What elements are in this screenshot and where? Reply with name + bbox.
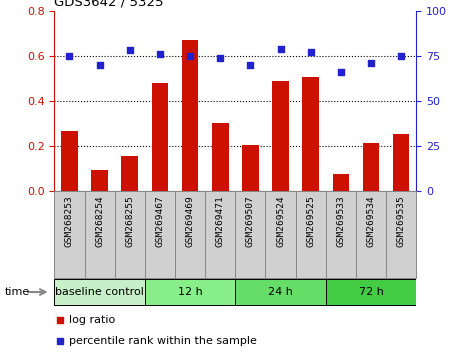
Bar bbox=[393, 133, 410, 191]
Point bbox=[56, 338, 63, 343]
Text: GSM269525: GSM269525 bbox=[306, 195, 315, 247]
Bar bbox=[363, 143, 379, 191]
Point bbox=[337, 69, 345, 75]
Text: GSM269524: GSM269524 bbox=[276, 195, 285, 247]
Bar bbox=[182, 40, 198, 191]
Text: 24 h: 24 h bbox=[268, 287, 293, 297]
Bar bbox=[61, 131, 78, 191]
Bar bbox=[212, 124, 228, 191]
Text: GSM268254: GSM268254 bbox=[95, 195, 104, 247]
Text: GDS3642 / 5325: GDS3642 / 5325 bbox=[54, 0, 164, 9]
Point bbox=[246, 62, 254, 68]
Point bbox=[277, 46, 284, 51]
FancyBboxPatch shape bbox=[386, 191, 416, 278]
Bar bbox=[302, 77, 319, 191]
Text: 72 h: 72 h bbox=[359, 287, 384, 297]
FancyBboxPatch shape bbox=[145, 279, 235, 306]
Text: GSM269533: GSM269533 bbox=[336, 195, 345, 247]
Bar bbox=[333, 174, 349, 191]
Point bbox=[397, 53, 405, 58]
Text: 12 h: 12 h bbox=[178, 287, 202, 297]
FancyBboxPatch shape bbox=[85, 191, 114, 278]
Text: GSM268255: GSM268255 bbox=[125, 195, 134, 247]
Text: percentile rank within the sample: percentile rank within the sample bbox=[69, 336, 257, 346]
FancyBboxPatch shape bbox=[54, 191, 85, 278]
Point bbox=[96, 62, 104, 68]
Point bbox=[307, 49, 315, 55]
Bar bbox=[91, 170, 108, 191]
Text: GSM269471: GSM269471 bbox=[216, 195, 225, 247]
Text: GSM269469: GSM269469 bbox=[185, 195, 194, 247]
FancyBboxPatch shape bbox=[326, 279, 416, 306]
Bar bbox=[152, 83, 168, 191]
FancyBboxPatch shape bbox=[114, 191, 145, 278]
Point bbox=[56, 317, 63, 322]
Text: log ratio: log ratio bbox=[69, 315, 115, 325]
FancyBboxPatch shape bbox=[296, 191, 326, 278]
FancyBboxPatch shape bbox=[54, 279, 145, 306]
Text: time: time bbox=[5, 287, 30, 297]
FancyBboxPatch shape bbox=[145, 191, 175, 278]
Point bbox=[156, 51, 164, 57]
FancyBboxPatch shape bbox=[235, 279, 326, 306]
Point bbox=[367, 60, 375, 66]
Text: GSM269467: GSM269467 bbox=[156, 195, 165, 247]
Text: GSM268253: GSM268253 bbox=[65, 195, 74, 247]
Point bbox=[186, 53, 194, 58]
Point bbox=[66, 53, 73, 58]
Bar bbox=[242, 145, 259, 191]
Point bbox=[217, 55, 224, 61]
FancyBboxPatch shape bbox=[205, 191, 235, 278]
Text: baseline control: baseline control bbox=[55, 287, 144, 297]
FancyBboxPatch shape bbox=[235, 191, 265, 278]
FancyBboxPatch shape bbox=[265, 191, 296, 278]
Text: GSM269507: GSM269507 bbox=[246, 195, 255, 247]
Text: GSM269534: GSM269534 bbox=[367, 195, 376, 247]
FancyBboxPatch shape bbox=[175, 191, 205, 278]
FancyBboxPatch shape bbox=[356, 191, 386, 278]
Point bbox=[126, 47, 133, 53]
FancyBboxPatch shape bbox=[326, 191, 356, 278]
Bar bbox=[272, 81, 289, 191]
Bar bbox=[122, 156, 138, 191]
Text: GSM269535: GSM269535 bbox=[397, 195, 406, 247]
